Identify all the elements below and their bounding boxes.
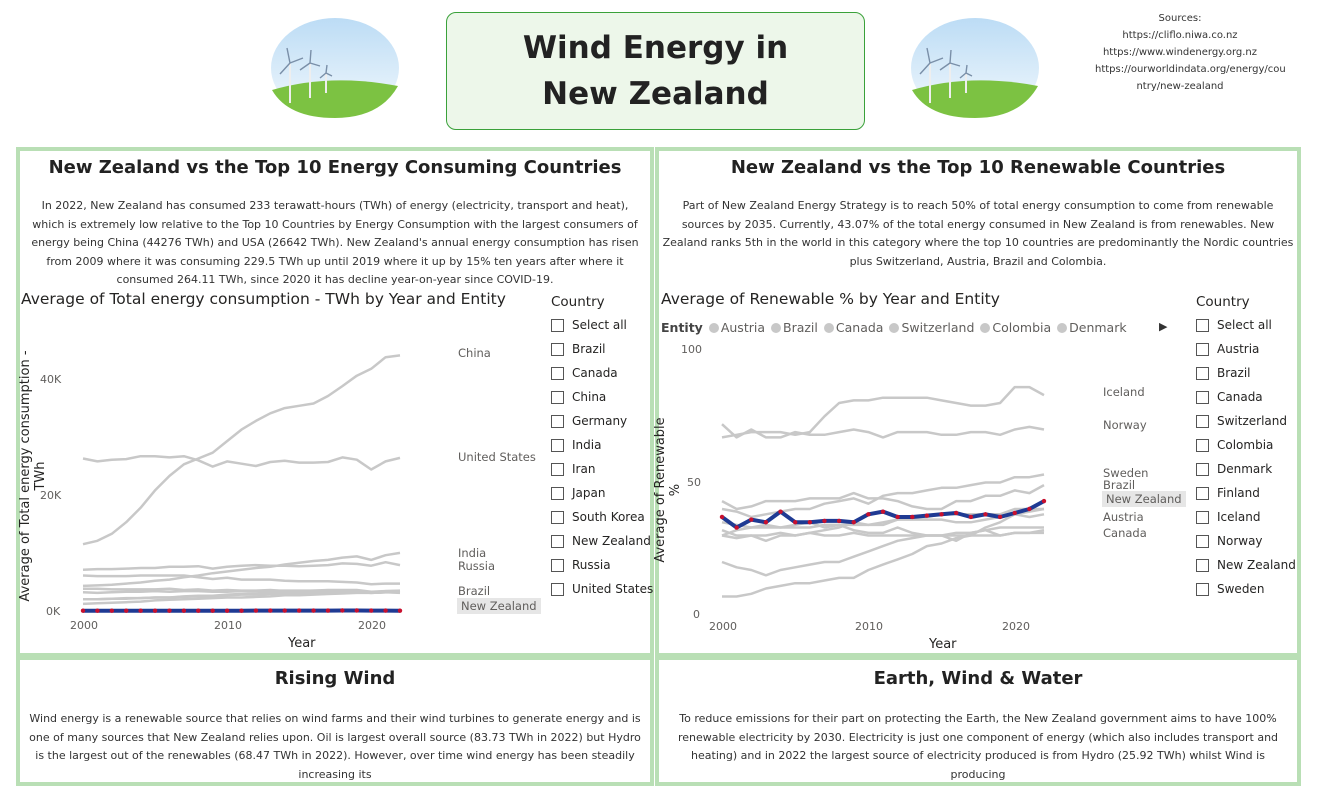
data-point[interactable] [969, 515, 973, 519]
slicer-checkbox-item[interactable]: Brazil [1196, 366, 1251, 380]
data-point[interactable] [866, 512, 870, 516]
data-point[interactable] [1013, 511, 1017, 515]
data-point[interactable] [998, 515, 1002, 519]
data-point[interactable] [895, 515, 899, 519]
checkbox[interactable] [1196, 343, 1209, 356]
checkbox[interactable] [1196, 319, 1209, 332]
slicer-item-label: Iceland [1217, 510, 1260, 524]
line-label-highlighted: New Zealand [1102, 491, 1186, 507]
line-label: Norway [1103, 418, 1147, 432]
slicer-checkbox-item[interactable]: Select all [1196, 318, 1272, 332]
data-point[interactable] [778, 509, 782, 513]
slicer-checkbox-item[interactable]: Denmark [1196, 462, 1272, 476]
slicer-item-label: Austria [1217, 342, 1259, 356]
checkbox[interactable] [1196, 439, 1209, 452]
line-label: Brazil [1103, 478, 1135, 492]
slicer-checkbox-item[interactable]: Austria [1196, 342, 1259, 356]
checkbox[interactable] [1196, 463, 1209, 476]
data-point[interactable] [910, 515, 914, 519]
slicer-checkbox-item[interactable]: Switzerland [1196, 414, 1287, 428]
series-line-norway[interactable] [722, 424, 1044, 437]
slicer-item-label: New Zealand [1217, 558, 1296, 572]
slicer-item-label: Colombia [1217, 438, 1273, 452]
slicer-item-label: Finland [1217, 486, 1260, 500]
data-point[interactable] [1042, 499, 1046, 503]
data-point[interactable] [837, 519, 841, 523]
data-point[interactable] [1027, 507, 1031, 511]
checkbox[interactable] [1196, 391, 1209, 404]
slicer-item-label: Canada [1217, 390, 1263, 404]
line-label: Canada [1103, 526, 1147, 540]
data-point[interactable] [925, 513, 929, 517]
slicer-checkbox-item[interactable]: Finland [1196, 486, 1260, 500]
checkbox[interactable] [1196, 511, 1209, 524]
data-point[interactable] [954, 511, 958, 515]
slicer-checkbox-item[interactable]: Colombia [1196, 438, 1273, 452]
checkbox[interactable] [1196, 367, 1209, 380]
data-point[interactable] [808, 520, 812, 524]
checkbox[interactable] [1196, 559, 1209, 572]
slicer-checkbox-item[interactable]: Iceland [1196, 510, 1260, 524]
data-point[interactable] [720, 515, 724, 519]
country-slicer-title: Country [1196, 294, 1250, 310]
data-point[interactable] [749, 517, 753, 521]
slicer-item-label: Norway [1217, 534, 1263, 548]
data-point[interactable] [793, 520, 797, 524]
renewable-line-chart [0, 0, 1317, 766]
slicer-item-label: Select all [1217, 318, 1272, 332]
data-point[interactable] [764, 520, 768, 524]
data-point[interactable] [939, 512, 943, 516]
checkbox[interactable] [1196, 415, 1209, 428]
slicer-item-label: Switzerland [1217, 414, 1287, 428]
slicer-checkbox-item[interactable]: Sweden [1196, 582, 1264, 596]
data-point[interactable] [852, 520, 856, 524]
line-label: Iceland [1103, 385, 1145, 399]
checkbox[interactable] [1196, 487, 1209, 500]
data-point[interactable] [983, 512, 987, 516]
slicer-item-label: Sweden [1217, 582, 1264, 596]
slicer-item-label: Denmark [1217, 462, 1272, 476]
checkbox[interactable] [1196, 583, 1209, 596]
data-point[interactable] [881, 509, 885, 513]
slicer-item-label: Brazil [1217, 366, 1251, 380]
checkbox[interactable] [1196, 535, 1209, 548]
slicer-checkbox-item[interactable]: Canada [1196, 390, 1263, 404]
series-line-iceland[interactable] [722, 387, 1044, 437]
line-label: Austria [1103, 510, 1144, 524]
data-point[interactable] [822, 519, 826, 523]
slicer-checkbox-item[interactable]: Norway [1196, 534, 1263, 548]
data-point[interactable] [734, 525, 738, 529]
slicer-checkbox-item[interactable]: New Zealand [1196, 558, 1296, 572]
